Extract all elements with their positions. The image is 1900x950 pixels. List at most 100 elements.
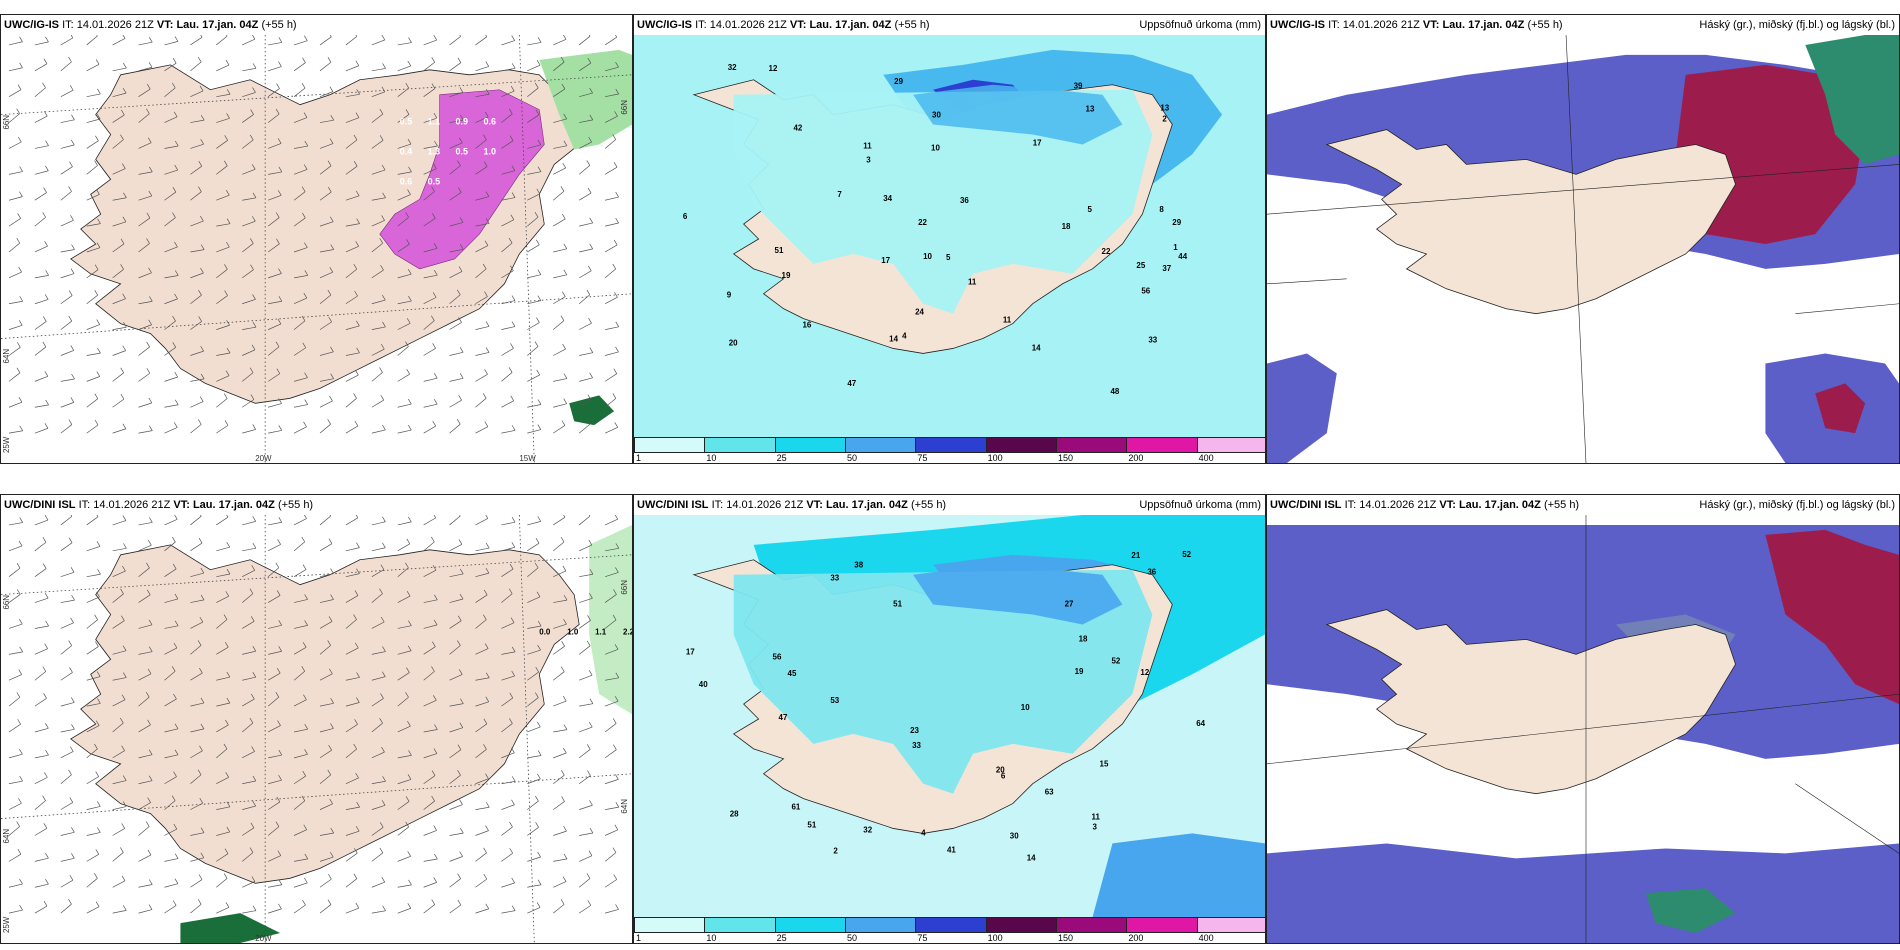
wind-barb-flag [200, 852, 205, 858]
axis-label-64n: 64N [2, 829, 11, 844]
precip-value-label: 51 [775, 246, 784, 255]
wind-barb [34, 245, 48, 253]
wind-barb [501, 651, 516, 655]
wind-barb [605, 677, 619, 681]
wind-barb-flag [122, 515, 127, 521]
wind-barb [216, 546, 230, 552]
wind-barb [138, 780, 153, 785]
wind-barb [60, 402, 74, 408]
wind-barb [138, 66, 153, 72]
wind-barb-flag [537, 37, 542, 43]
wind-barb [267, 373, 281, 382]
wind-barb [345, 425, 359, 434]
wind-barb-flag [44, 371, 49, 377]
wind-barb [112, 828, 125, 836]
wind-barb [319, 271, 333, 279]
wind-barb [216, 853, 229, 862]
wind-barb [216, 269, 228, 279]
precip-value-label: 22 [918, 218, 927, 227]
wind-barb-flag [458, 669, 463, 675]
wind-barb [268, 300, 282, 305]
wind-barb [268, 42, 282, 46]
wind-barb-flag [19, 166, 23, 172]
wind-barb-flag [199, 745, 203, 751]
wind-barb-flag [226, 89, 231, 95]
map-area[interactable]: 14 33 61 56 52 30 64 53 33 51 28 17 23 20 19 21 40 36 15 12… [634, 515, 1265, 917]
wind-barb [345, 223, 360, 227]
wind-barb [190, 599, 205, 603]
wind-barb-flag [18, 397, 23, 403]
precip-value-label: 2 [1162, 115, 1167, 124]
wind-barb [604, 139, 616, 149]
wind-barb [216, 194, 230, 201]
wind-barb-flag [71, 594, 75, 601]
wind-barb [397, 171, 412, 175]
precip-value-label: 53 [830, 696, 839, 705]
wind-barb-flag [174, 878, 179, 884]
map-area[interactable]: 0.01.01.12.2 20W 25W 66N 64N 66N 64N [1, 515, 632, 943]
wind-barb [138, 522, 153, 526]
precip-value-label: 33 [912, 741, 921, 750]
wind-barb-flag [589, 372, 593, 378]
colorbar-swatch [1196, 437, 1265, 453]
wind-barb-flag [226, 35, 228, 37]
precip-value-label: 32 [863, 825, 872, 834]
wind-barb [138, 142, 152, 149]
wind-barb-flag [96, 35, 98, 37]
wind-barb-flag [327, 289, 332, 296]
wind-barb-flag [301, 82, 306, 89]
wind-barb-flag [433, 619, 438, 626]
wind-barb [423, 191, 435, 201]
wind-barb-flag [485, 542, 490, 549]
wind-barb-flag [42, 563, 47, 569]
wind-barb-flag [615, 672, 620, 679]
wind-barb-flag [174, 270, 179, 276]
wind-barb-flag [508, 108, 513, 115]
wind-barb [60, 572, 75, 578]
wind-barb-flag [407, 60, 412, 67]
wind-barb-flag [226, 568, 231, 575]
wind-barb-flag [250, 109, 254, 115]
precip-value-label: 4 [902, 331, 907, 340]
wind-barb [449, 515, 461, 526]
precip-value-label: 56 [1141, 287, 1150, 296]
wind-barb-flag [330, 568, 334, 574]
map-area[interactable]: 36 29 17 11 34 33 42 51 32 39 17 10 24 20 16 18 37 48 56 47… [634, 35, 1265, 437]
wind-barb [293, 625, 308, 629]
map-area[interactable] [1267, 35, 1899, 463]
precip-value-label: 10 [931, 143, 940, 152]
wind-barb [371, 113, 384, 123]
wind-barb [319, 515, 331, 526]
wind-barb-flag [174, 241, 178, 248]
wind-barb [605, 93, 619, 98]
map-area[interactable]: 0.5 1.1 0.9 0.6 0.4 1.3 0.5 1.0 0.6 0.5 20W 15W 2… [1, 35, 632, 463]
green-spot [569, 395, 615, 426]
wind-barb-flag [147, 797, 151, 803]
wind-barb [60, 61, 72, 72]
wind-barb-flag [433, 243, 438, 249]
wind-barb-flag [484, 421, 489, 427]
axis-label-64n-right: 64N [620, 799, 629, 814]
map-area[interactable] [1267, 515, 1899, 943]
wind-barb [449, 620, 462, 629]
wind-barb [138, 854, 152, 862]
wind-barb-flag [252, 671, 257, 678]
wind-barb-flag [304, 724, 309, 730]
wind-barb-flag [145, 691, 150, 698]
wind-barb [397, 672, 410, 681]
wind-barb-flag [327, 57, 332, 63]
wind-barb [8, 300, 23, 305]
wind-barb [345, 352, 360, 356]
wind-barb-flag [537, 851, 541, 858]
precip-value-label: 27 [1065, 600, 1074, 609]
wind-barb [319, 61, 332, 72]
precip-value-label: 56 [773, 652, 782, 661]
wind-barb-flag [69, 797, 74, 803]
wind-barb [423, 646, 436, 655]
wind-barb [578, 192, 592, 201]
wind-barb-flag [278, 775, 282, 781]
wind-barb [423, 729, 438, 733]
wind-barb-flag [432, 641, 436, 647]
wind-barb-flag [329, 851, 334, 858]
wind-barb [34, 63, 48, 72]
